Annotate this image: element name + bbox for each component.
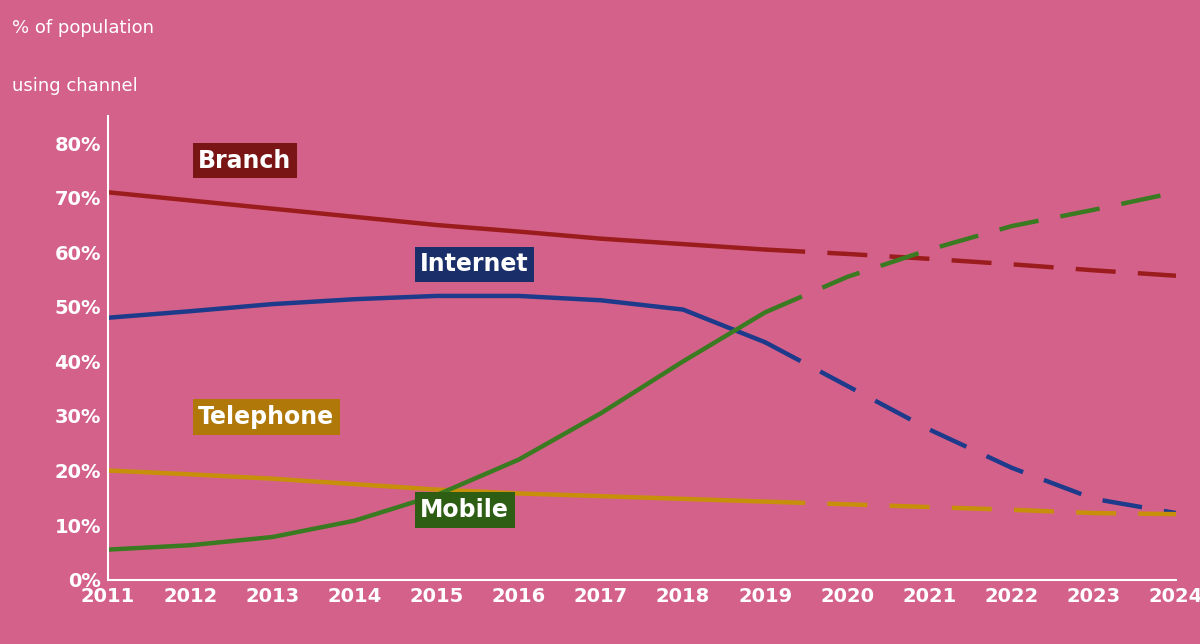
Text: % of population: % of population: [12, 19, 154, 37]
Text: Telephone: Telephone: [198, 405, 335, 429]
Text: Mobile: Mobile: [420, 498, 509, 522]
Text: using channel: using channel: [12, 77, 138, 95]
Text: Internet: Internet: [420, 252, 529, 276]
Text: Branch: Branch: [198, 149, 292, 173]
